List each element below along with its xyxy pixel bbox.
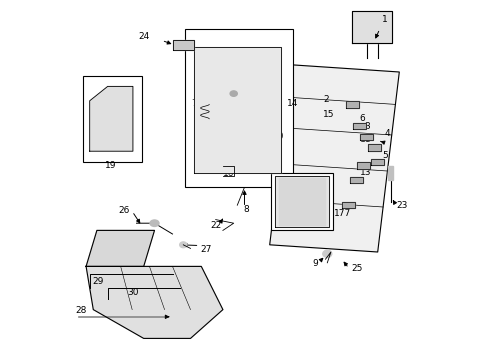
Bar [271, 173, 332, 230]
Polygon shape [194, 47, 280, 173]
Text: 7: 7 [191, 99, 197, 108]
Ellipse shape [179, 242, 186, 248]
Polygon shape [352, 11, 391, 43]
Bar [82, 76, 142, 162]
Text: 1: 1 [382, 15, 387, 24]
Text: 12: 12 [269, 156, 281, 164]
Text: 3: 3 [363, 122, 369, 131]
Text: 14: 14 [286, 99, 298, 108]
Text: 22: 22 [210, 221, 221, 230]
Text: 25: 25 [351, 264, 363, 274]
Polygon shape [370, 159, 384, 165]
Text: 21: 21 [104, 120, 115, 129]
Text: 9: 9 [312, 259, 318, 268]
Text: 23: 23 [396, 201, 407, 210]
Polygon shape [172, 40, 194, 50]
Text: 26: 26 [118, 206, 129, 215]
Text: 13: 13 [360, 168, 371, 177]
Polygon shape [275, 176, 328, 227]
Bar [185, 29, 292, 187]
Text: 24: 24 [138, 32, 149, 41]
Polygon shape [349, 177, 362, 183]
Polygon shape [387, 166, 392, 180]
Polygon shape [346, 101, 358, 108]
Ellipse shape [230, 91, 237, 96]
Ellipse shape [150, 220, 159, 226]
Text: 11: 11 [359, 135, 370, 144]
Polygon shape [89, 86, 133, 151]
Polygon shape [356, 162, 369, 169]
Text: 177: 177 [333, 209, 350, 217]
Text: 16: 16 [223, 169, 234, 178]
Text: 4: 4 [384, 129, 390, 138]
Polygon shape [86, 266, 223, 338]
Text: 18: 18 [284, 185, 295, 194]
Text: 19: 19 [104, 161, 116, 170]
Ellipse shape [322, 250, 331, 257]
Text: 15: 15 [322, 110, 334, 119]
Text: 6: 6 [359, 114, 365, 122]
Polygon shape [360, 134, 373, 140]
Text: 5: 5 [381, 151, 387, 160]
Text: 30: 30 [127, 288, 139, 297]
Text: 29: 29 [92, 277, 103, 286]
Polygon shape [278, 178, 325, 225]
Polygon shape [269, 65, 399, 252]
Text: 10: 10 [272, 132, 284, 141]
Polygon shape [86, 230, 154, 266]
Polygon shape [342, 202, 355, 208]
Text: 28: 28 [75, 306, 86, 315]
Polygon shape [367, 144, 380, 151]
Text: 27: 27 [200, 245, 211, 253]
Polygon shape [352, 123, 366, 129]
Text: 20: 20 [103, 106, 115, 115]
Text: 2: 2 [322, 95, 328, 104]
Text: 8: 8 [244, 205, 249, 214]
